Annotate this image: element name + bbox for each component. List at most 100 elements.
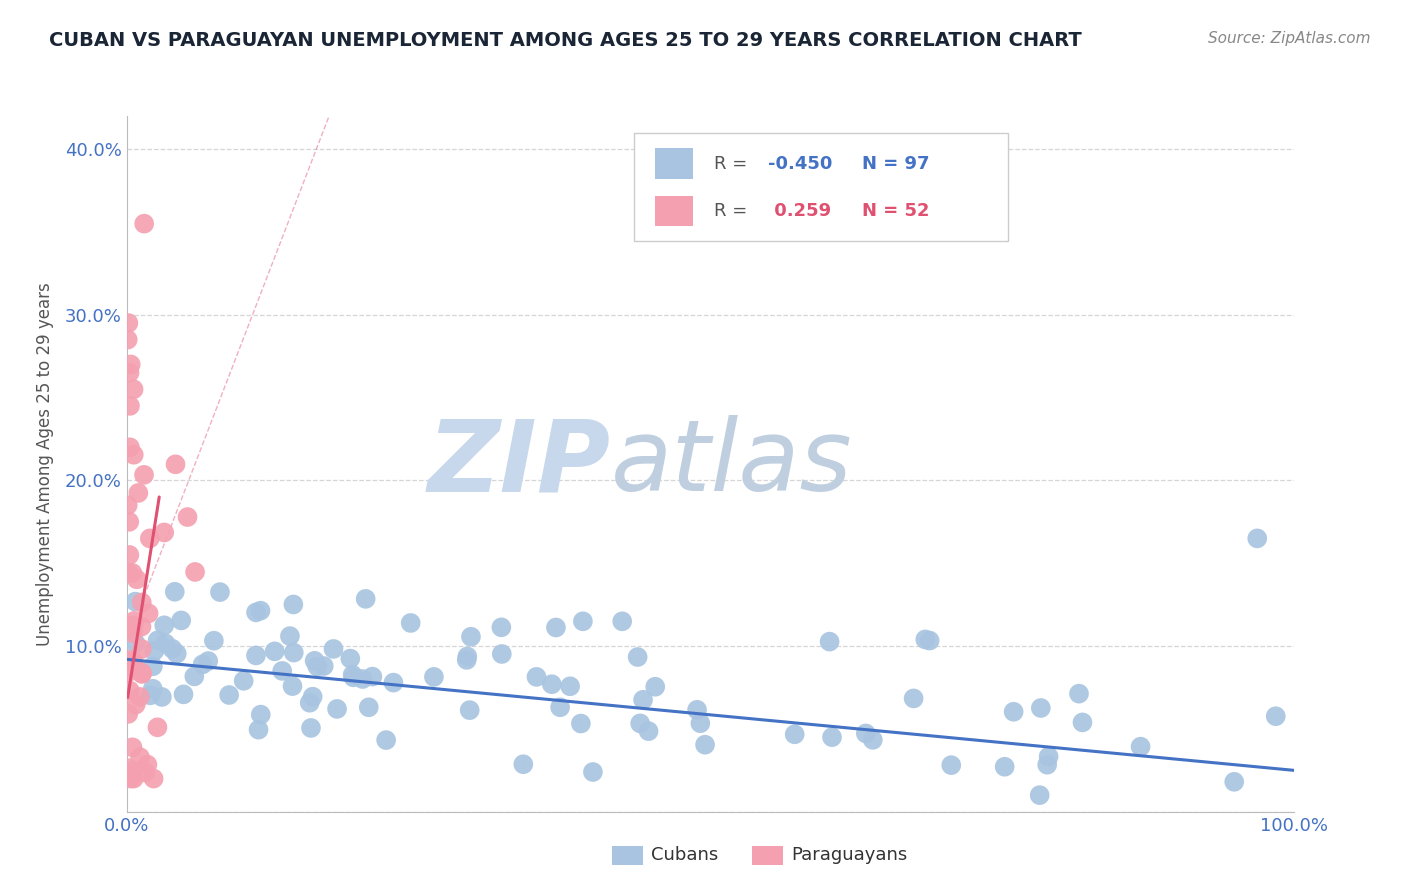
Text: Paraguayans: Paraguayans bbox=[792, 846, 908, 863]
Point bbox=[686, 703, 709, 717]
Point bbox=[120, 660, 142, 674]
Point bbox=[117, 665, 139, 680]
Point bbox=[582, 764, 605, 779]
Point bbox=[118, 566, 141, 580]
Point bbox=[375, 733, 398, 747]
Point bbox=[399, 615, 422, 630]
Point bbox=[548, 700, 571, 714]
Point bbox=[941, 758, 963, 772]
Point bbox=[122, 626, 145, 640]
Point bbox=[1071, 715, 1094, 730]
Point bbox=[281, 679, 304, 693]
Point bbox=[117, 498, 139, 512]
Point bbox=[1029, 701, 1052, 715]
Point bbox=[202, 633, 225, 648]
Point bbox=[218, 688, 240, 702]
Point bbox=[122, 764, 145, 778]
Point bbox=[166, 647, 188, 661]
Point bbox=[249, 707, 271, 722]
Point bbox=[170, 614, 193, 628]
Point bbox=[122, 772, 145, 786]
Point bbox=[298, 696, 321, 710]
Point bbox=[197, 654, 219, 668]
Text: R =: R = bbox=[713, 154, 752, 172]
FancyBboxPatch shape bbox=[655, 148, 693, 178]
Point bbox=[312, 659, 335, 673]
Point bbox=[118, 548, 141, 562]
Point bbox=[138, 607, 160, 621]
Point bbox=[612, 615, 634, 629]
Point bbox=[122, 448, 145, 462]
Point bbox=[263, 644, 285, 658]
Point bbox=[121, 566, 143, 580]
Point bbox=[173, 687, 195, 701]
Point bbox=[572, 615, 595, 629]
Y-axis label: Unemployment Among Ages 25 to 29 years: Unemployment Among Ages 25 to 29 years bbox=[35, 282, 53, 646]
Point bbox=[118, 440, 141, 454]
Point bbox=[382, 675, 405, 690]
Point bbox=[818, 634, 841, 648]
Point bbox=[918, 633, 941, 648]
Point bbox=[783, 727, 806, 741]
Text: atlas: atlas bbox=[610, 416, 852, 512]
Point bbox=[460, 630, 482, 644]
Point bbox=[569, 716, 592, 731]
Point bbox=[153, 525, 176, 540]
Point bbox=[1246, 532, 1268, 546]
Point bbox=[139, 532, 162, 546]
Point bbox=[131, 667, 153, 681]
Point bbox=[155, 636, 177, 650]
Point bbox=[117, 706, 139, 721]
Point bbox=[491, 647, 513, 661]
Point bbox=[132, 467, 155, 482]
Point bbox=[249, 604, 271, 618]
Point bbox=[122, 618, 145, 632]
Point bbox=[914, 632, 936, 647]
Point bbox=[136, 757, 159, 772]
Point bbox=[245, 606, 267, 620]
Point bbox=[544, 620, 567, 634]
Point bbox=[456, 653, 478, 667]
Point bbox=[903, 691, 925, 706]
Point bbox=[142, 681, 165, 696]
Point bbox=[163, 584, 186, 599]
Point bbox=[342, 670, 364, 684]
Point bbox=[357, 700, 380, 714]
Point bbox=[117, 621, 139, 635]
Point bbox=[352, 672, 374, 686]
Point bbox=[124, 661, 146, 675]
Point bbox=[117, 653, 139, 667]
Point bbox=[124, 636, 146, 650]
Point bbox=[1223, 774, 1246, 789]
Point bbox=[127, 486, 149, 500]
Point bbox=[322, 642, 344, 657]
Point bbox=[361, 670, 384, 684]
Point bbox=[1028, 788, 1050, 802]
Point bbox=[122, 655, 145, 669]
Text: N = 97: N = 97 bbox=[862, 154, 929, 172]
Point bbox=[1038, 749, 1060, 764]
Text: R =: R = bbox=[713, 202, 752, 220]
Point bbox=[301, 690, 323, 704]
Point bbox=[342, 667, 364, 681]
Point bbox=[540, 677, 562, 691]
Text: -0.450: -0.450 bbox=[768, 154, 832, 172]
Point bbox=[458, 703, 481, 717]
Point bbox=[117, 333, 139, 347]
Point bbox=[121, 740, 143, 755]
Point bbox=[131, 642, 153, 657]
Point bbox=[558, 679, 581, 693]
Point bbox=[134, 217, 156, 231]
Point bbox=[134, 765, 156, 780]
Point bbox=[339, 651, 361, 665]
Point bbox=[821, 730, 844, 744]
Point bbox=[131, 619, 153, 633]
Point bbox=[191, 657, 214, 672]
Text: N = 52: N = 52 bbox=[862, 202, 929, 220]
Point bbox=[146, 720, 169, 734]
Point bbox=[283, 646, 305, 660]
Point bbox=[232, 673, 254, 688]
Point bbox=[176, 510, 198, 524]
Point bbox=[1036, 757, 1059, 772]
Text: 0.259: 0.259 bbox=[768, 202, 831, 220]
